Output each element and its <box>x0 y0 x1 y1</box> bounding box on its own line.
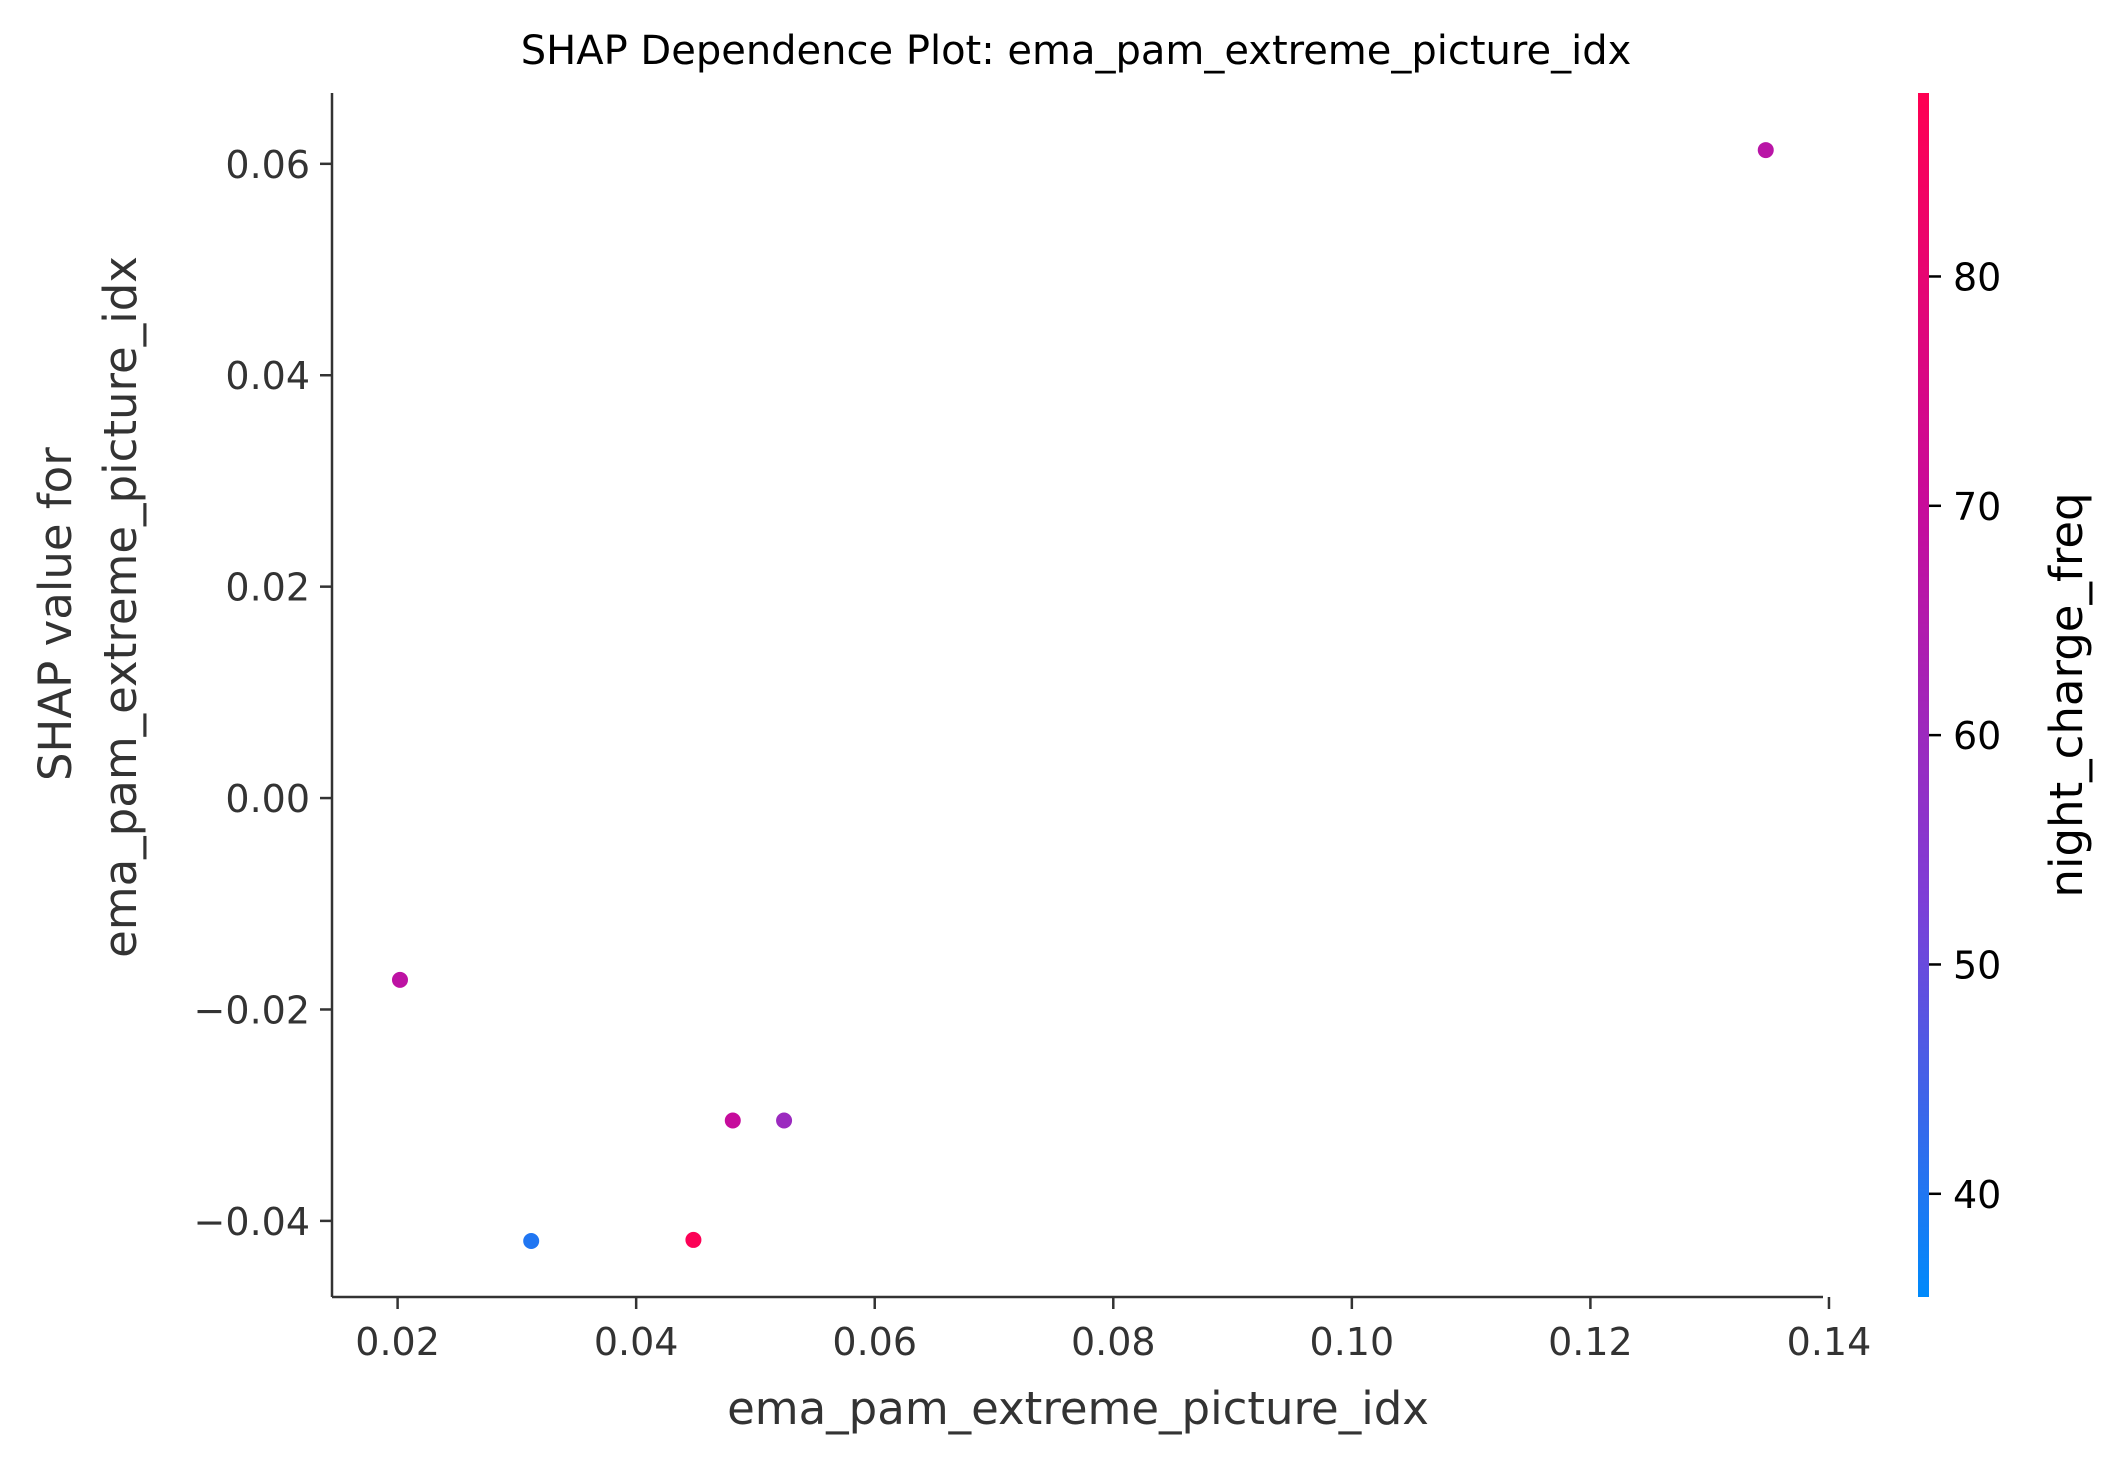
x-axis-ticks: 0.02 0.04 0.06 0.08 0.10 0.12 0.14 <box>355 1297 1871 1364</box>
scatter-point <box>523 1232 540 1249</box>
scatter-points <box>391 142 1774 1249</box>
x-tick-label: 0.08 <box>1071 1320 1156 1364</box>
x-tick-label: 0.02 <box>355 1320 440 1364</box>
colorbar-tick-label: 40 <box>1953 1173 2001 1217</box>
y-axis-label: SHAP value for ema_pam_extreme_picture_i… <box>29 256 147 958</box>
scatter-point <box>391 971 408 988</box>
y-axis-label-line-1: SHAP value for <box>29 447 82 781</box>
colorbar-tick-label: 60 <box>1953 714 2001 758</box>
colorbar-tick-label: 70 <box>1953 485 2001 529</box>
scatter-point <box>724 1112 741 1129</box>
x-tick-label: 0.10 <box>1310 1320 1395 1364</box>
x-tick-label: 0.12 <box>1548 1320 1633 1364</box>
y-tick-label: −0.04 <box>194 1200 310 1244</box>
scatter-point <box>685 1231 702 1248</box>
x-tick-label: 0.04 <box>594 1320 679 1364</box>
y-tick-label: −0.02 <box>194 988 310 1032</box>
y-tick-label: 0.00 <box>225 777 310 821</box>
y-tick-label: 0.06 <box>225 143 310 187</box>
x-tick-label: 0.06 <box>832 1320 917 1364</box>
colorbar-tick-label: 50 <box>1953 943 2001 987</box>
y-tick-label: 0.04 <box>225 354 310 398</box>
y-tick-label: 0.02 <box>225 566 310 610</box>
x-tick-label: 0.14 <box>1787 1320 1872 1364</box>
x-axis-label: ema_pam_extreme_picture_idx <box>727 1382 1429 1435</box>
y-axis-ticks: −0.04 −0.02 0.00 0.02 0.04 0.06 <box>194 143 332 1244</box>
scatter-point <box>1757 142 1774 159</box>
colorbar-label: night_charge_freq <box>2040 492 2093 897</box>
colorbar-ticks: 40 50 60 70 80 <box>1929 255 2001 1217</box>
chart-title: SHAP Dependence Plot: ema_pam_extreme_pi… <box>521 28 1632 74</box>
y-axis-label-line-2: ema_pam_extreme_picture_idx <box>94 256 147 958</box>
colorbar <box>1918 93 1929 1297</box>
colorbar-tick-label: 80 <box>1953 255 2001 299</box>
scatter-point <box>776 1112 793 1129</box>
